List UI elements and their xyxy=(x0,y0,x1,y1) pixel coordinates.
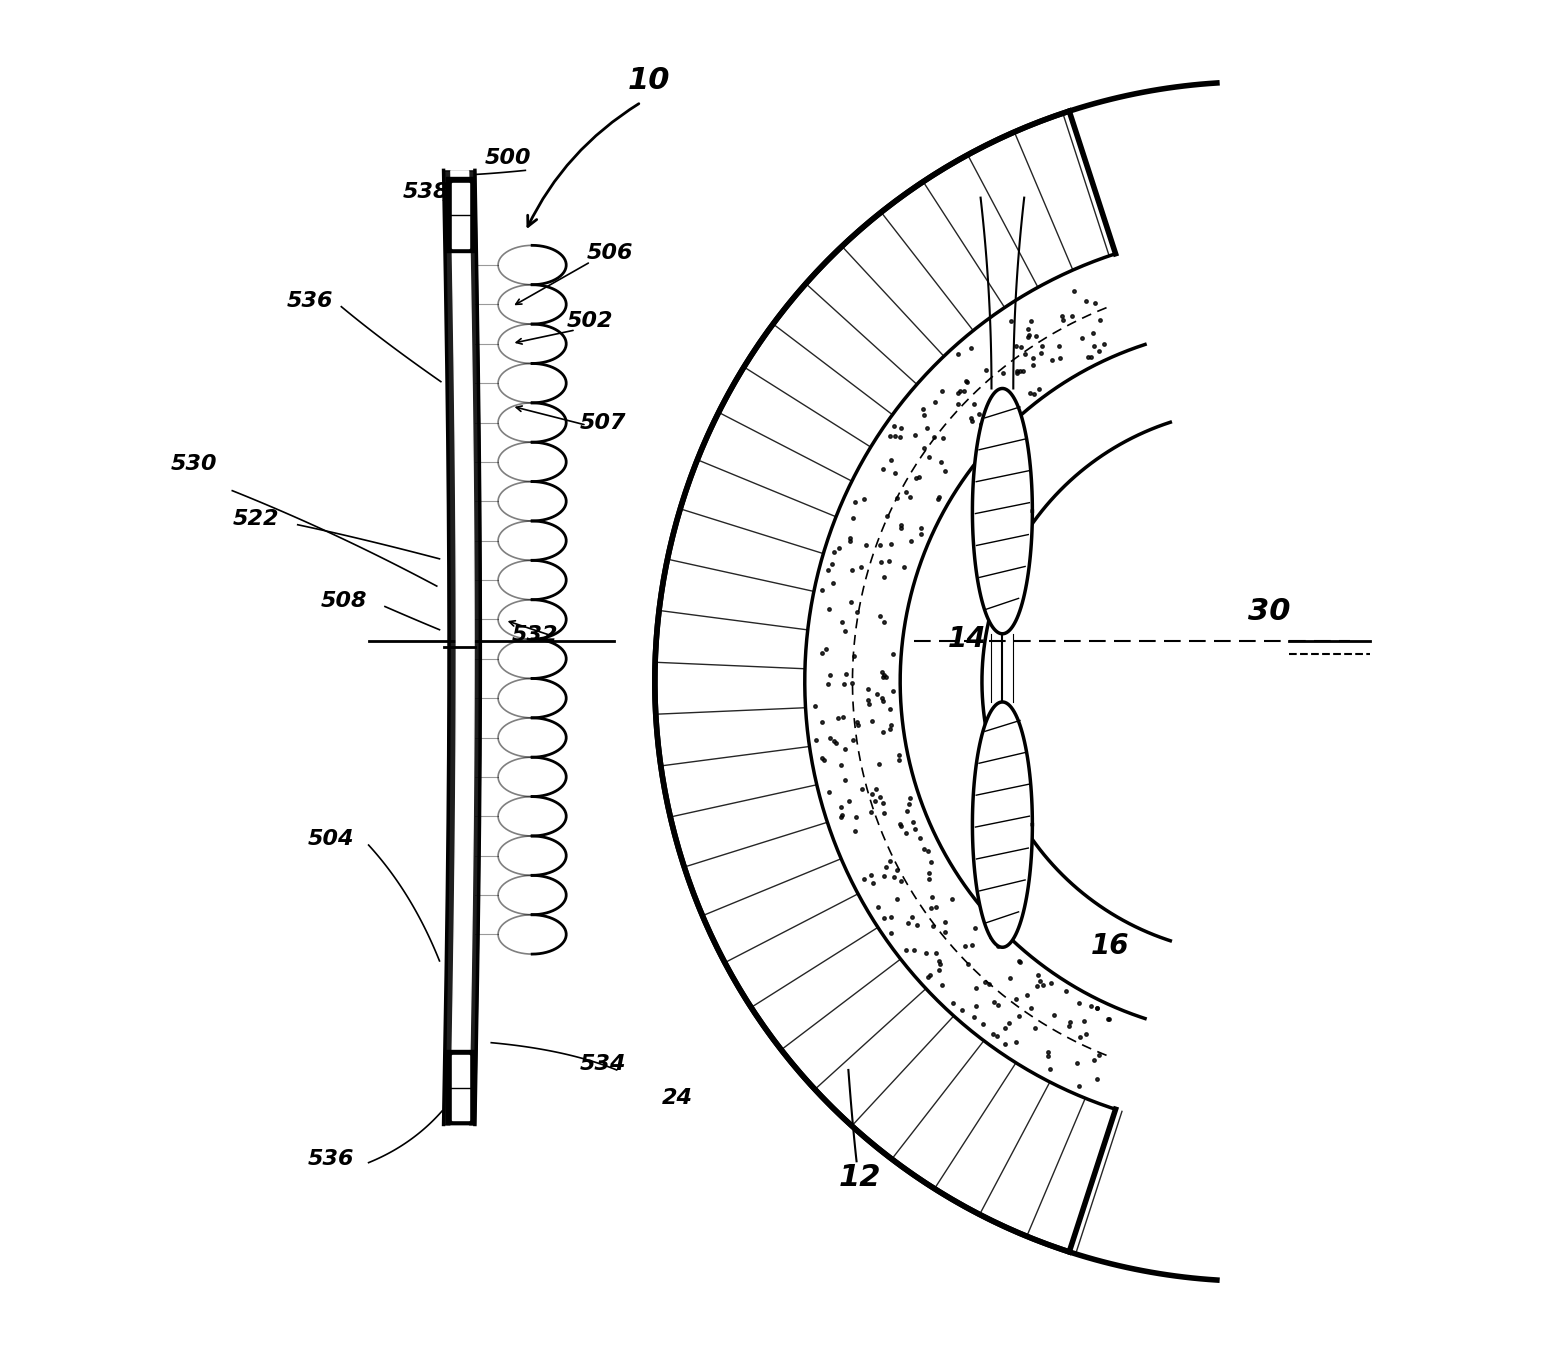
Text: 500: 500 xyxy=(485,147,530,168)
Text: 536: 536 xyxy=(286,290,333,311)
Text: 16: 16 xyxy=(1092,932,1129,960)
Bar xyxy=(446,1050,474,1124)
Text: 534: 534 xyxy=(580,1054,627,1074)
Polygon shape xyxy=(972,388,1033,634)
Text: 508: 508 xyxy=(320,590,367,611)
Bar xyxy=(453,1055,470,1120)
Text: 504: 504 xyxy=(308,829,355,849)
Text: 538: 538 xyxy=(403,181,449,202)
Text: 10: 10 xyxy=(628,65,670,94)
Text: 530: 530 xyxy=(171,454,218,474)
Polygon shape xyxy=(972,702,1033,947)
Bar xyxy=(446,177,474,252)
Text: 502: 502 xyxy=(566,311,613,331)
Text: 536: 536 xyxy=(308,1149,355,1169)
Text: 532: 532 xyxy=(512,624,558,645)
Text: 12: 12 xyxy=(838,1163,882,1191)
Bar xyxy=(453,183,470,248)
Text: 24: 24 xyxy=(661,1088,692,1108)
Text: 14: 14 xyxy=(949,626,986,653)
Text: 30: 30 xyxy=(1247,597,1291,626)
Text: 506: 506 xyxy=(586,243,633,263)
Text: 522: 522 xyxy=(232,508,278,529)
Text: 507: 507 xyxy=(580,413,627,433)
